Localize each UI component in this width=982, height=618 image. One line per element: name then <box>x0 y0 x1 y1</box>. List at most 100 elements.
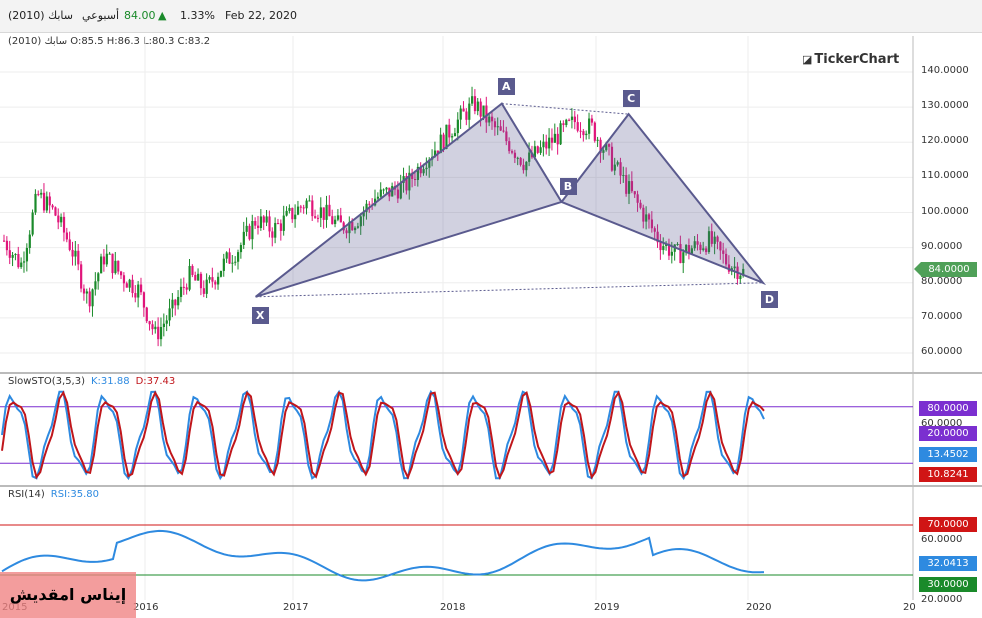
candle-body <box>342 222 345 231</box>
candle-body <box>296 206 300 215</box>
candle-body <box>533 146 537 158</box>
candle-body <box>690 248 693 254</box>
candle-body <box>228 252 231 264</box>
candle-body <box>682 252 685 264</box>
rsi-axis-label: 20.0000 <box>921 594 963 605</box>
price-axis-label: 130.0000 <box>921 100 969 112</box>
candle-body <box>271 231 274 238</box>
candle-body <box>208 277 211 280</box>
stoch-d-line <box>1 390 765 480</box>
candle-body <box>62 216 66 233</box>
candle-body <box>188 265 191 290</box>
candle-body <box>451 136 454 138</box>
year-label: 2017 <box>283 602 309 613</box>
stoch-label: SlowSTO(3,5,3) K:31.88 D:37.43 <box>8 376 175 387</box>
rsi-line <box>1 529 765 582</box>
candle-body <box>311 200 314 217</box>
candle-body <box>542 141 545 148</box>
candle-body <box>248 225 251 240</box>
candle-body <box>137 284 140 298</box>
candle-body <box>336 215 340 220</box>
candle-body <box>553 133 556 143</box>
year-label: 20 <box>903 602 916 613</box>
pattern-point-b[interactable]: B <box>559 177 577 195</box>
candle-body <box>516 157 519 159</box>
watermark-name: إيناس امقديش <box>0 572 136 618</box>
candle-body <box>616 162 619 165</box>
candle-body <box>525 161 528 171</box>
candle-body <box>462 108 465 112</box>
candle-body <box>256 225 260 228</box>
candle-body <box>485 105 488 123</box>
candle-body <box>131 279 134 294</box>
candle-body <box>174 299 177 306</box>
candle-body <box>111 253 114 274</box>
candle-body <box>308 200 311 202</box>
candle-body <box>419 166 422 174</box>
candle-body <box>65 232 68 240</box>
pattern-point-a[interactable]: A <box>497 77 515 95</box>
candle-body <box>539 147 542 153</box>
candle-body <box>31 212 34 235</box>
pattern-point-x[interactable]: X <box>251 306 269 324</box>
candle-body <box>599 139 602 153</box>
candle-body <box>562 123 565 126</box>
candle-body <box>727 264 731 272</box>
candle-body <box>108 253 111 255</box>
candle-body <box>74 250 77 257</box>
candle-body <box>679 243 682 264</box>
candle-body <box>633 191 636 195</box>
price-axis-label: 70.0000 <box>921 310 963 322</box>
candle-body <box>239 244 243 253</box>
pattern-point-c[interactable]: C <box>622 90 640 108</box>
candle-body <box>428 159 431 168</box>
candle-body <box>605 144 608 151</box>
stoch-axis-label: 60.0000 <box>921 418 963 429</box>
candle-body <box>422 169 425 174</box>
candle-body <box>237 252 240 262</box>
candle-body <box>588 118 591 134</box>
candle-body <box>94 281 97 290</box>
candle-body <box>693 241 696 249</box>
candle-body <box>453 133 457 137</box>
candle-body <box>231 262 234 264</box>
candle-body <box>316 217 320 219</box>
candle-body <box>68 239 71 250</box>
pattern-point-d[interactable]: D <box>760 290 778 308</box>
rsi-badge: 30.0000 <box>919 577 977 592</box>
candle-body <box>45 196 49 211</box>
candle-body <box>662 246 665 251</box>
candle-body <box>565 119 568 126</box>
candle-body <box>670 251 673 256</box>
candle-body <box>299 206 302 208</box>
candle-body <box>593 122 596 141</box>
candle-body <box>496 126 499 128</box>
candle-body <box>48 196 51 206</box>
candle-body <box>448 124 451 138</box>
candle-body <box>134 293 137 298</box>
candle-body <box>85 291 88 294</box>
candle-body <box>608 144 611 147</box>
candle-body <box>442 134 445 149</box>
rsi-axis-label: 60.0000 <box>921 534 963 545</box>
candle-body <box>465 111 468 120</box>
candle-body <box>627 181 631 194</box>
candle-body <box>199 273 203 289</box>
candle-body <box>302 207 305 209</box>
candle-body <box>82 288 86 294</box>
period-selector[interactable]: أسبوعي <box>82 9 120 22</box>
candle-body <box>145 307 148 322</box>
candle-body <box>499 126 502 131</box>
candle-body <box>245 225 248 232</box>
candle-body <box>559 123 562 145</box>
candle-body <box>488 116 491 123</box>
candle-body <box>630 181 634 192</box>
candle-body <box>528 152 531 162</box>
candle-body <box>570 116 574 120</box>
last-price: 84.00 <box>124 9 156 22</box>
candle-body <box>687 245 691 254</box>
brand-name: TickerChart <box>814 52 900 67</box>
symbol-name[interactable]: سابك (2010) <box>8 9 73 22</box>
candle-body <box>285 210 288 216</box>
